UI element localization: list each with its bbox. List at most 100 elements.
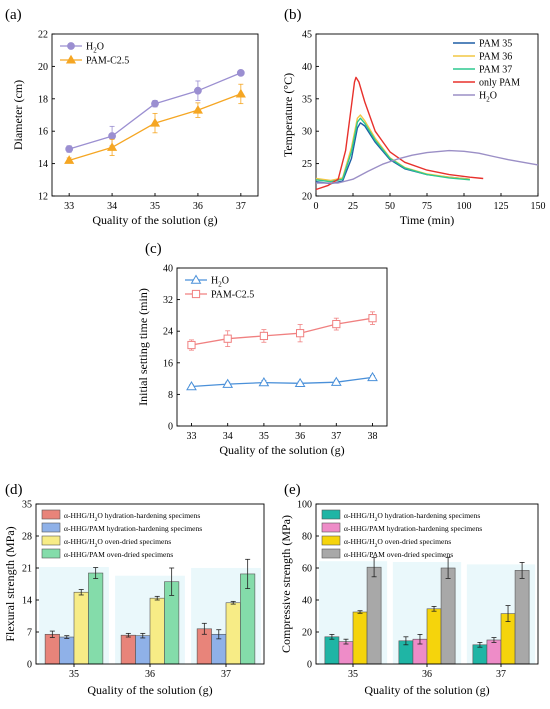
y-tick-label: 32 <box>163 295 173 306</box>
bar <box>324 636 340 665</box>
data-point <box>235 88 246 98</box>
legend-label: PAM-C2.5 <box>86 56 129 67</box>
bar <box>514 570 530 665</box>
y-tick-label: 0 <box>27 660 32 671</box>
x-tick-label: 37 <box>496 669 506 680</box>
legend-swatch <box>41 522 61 533</box>
legend-label: α-HHG/H2O hydration-hardening specimens <box>64 511 200 523</box>
data-point <box>190 274 202 284</box>
y-axis-title: Compressive strength (MPa) <box>279 515 293 653</box>
data-point <box>332 319 341 329</box>
legend-label: H2O <box>86 42 104 55</box>
y-tick-label: 14 <box>38 159 48 170</box>
data-point <box>296 329 305 338</box>
y-tick-label: 16 <box>163 358 173 369</box>
legend-label: α-HHG/PAM hydration-hardening specimens <box>64 524 202 533</box>
data-point <box>151 99 159 108</box>
legend-label: PAM 37 <box>479 65 512 76</box>
series-line <box>315 114 470 182</box>
y-tick-label: 12 <box>38 192 48 203</box>
bar-series-e-3 <box>366 557 530 665</box>
x-tick-label: 33 <box>186 431 196 442</box>
x-tick-label: 50 <box>385 201 395 212</box>
data-point <box>64 155 75 164</box>
x-tick-label: 35 <box>259 431 269 442</box>
data-point <box>67 42 75 50</box>
data-point <box>236 68 245 77</box>
x-tick-label: 36 <box>193 201 203 212</box>
legend-label: PAM-C2.5 <box>211 290 254 301</box>
series-b-2 <box>315 117 470 183</box>
x-tick-label: 36 <box>422 669 432 680</box>
y-tick-label: 100 <box>297 500 312 511</box>
data-point <box>194 86 202 95</box>
x-axis-title: Time (min) <box>400 213 455 227</box>
bar-series-d-0 <box>44 622 212 665</box>
data-point <box>149 117 161 127</box>
x-tick-label: 37 <box>221 669 231 680</box>
y-axis-title: Diameter (cm) <box>11 80 25 150</box>
y-tick-label: 30 <box>302 127 312 138</box>
y-tick-label: 14 <box>22 596 32 607</box>
panel-label-b: (b) <box>284 7 302 23</box>
chart-b: 20 25 30 35 40 45 0 25 50 75 100 125 150 PAM 35 PAM 36… <box>281 30 546 228</box>
y-tick-label: 7 <box>27 628 32 639</box>
x-tick-label: 35 <box>348 669 358 680</box>
data-point <box>258 377 270 387</box>
y-tick-label: 40 <box>302 62 312 73</box>
data-point <box>187 340 196 350</box>
y-tick-label: 40 <box>302 596 312 607</box>
y-tick-label: 22 <box>38 30 48 41</box>
x-axis-title: Quality of the solution (g) <box>364 683 489 697</box>
legend-swatch <box>321 548 341 559</box>
bar <box>44 633 60 665</box>
bar <box>338 641 354 665</box>
series-b-1 <box>315 114 470 182</box>
x-axis-title: Quality of the solution (g) <box>219 443 344 457</box>
y-axis-title: Temperature (°C) <box>281 73 295 157</box>
bar <box>135 635 151 665</box>
legend-label: α-HHG/H2O hydration-hardening specimens <box>344 511 480 523</box>
y-tick-label: 0 <box>307 660 312 671</box>
x-axis-title: Quality of the solution (g) <box>87 683 212 697</box>
data-point <box>186 381 197 391</box>
data-point <box>108 132 116 140</box>
y-tick-label: 20 <box>38 62 48 73</box>
panel-label-d: (d) <box>5 482 23 498</box>
y-axis-title: Flexural strength (MPa) <box>3 526 17 641</box>
x-tick-label: 36 <box>145 669 155 680</box>
legend-label: α-HHG/PAM hydration-hardening specimens <box>344 524 482 533</box>
y-tick-label: 80 <box>302 532 312 543</box>
x-tick-label: 150 <box>531 201 546 212</box>
panel-label-e: (e) <box>284 482 301 498</box>
y-tick-label: 60 <box>302 564 312 575</box>
y-axis-title: Initial setting time (min) <box>136 288 150 406</box>
legend-swatch <box>321 509 341 520</box>
bar <box>426 608 442 665</box>
y-tick-label: 28 <box>22 532 32 543</box>
x-tick-label: 37 <box>331 431 341 442</box>
x-tick-label: 25 <box>348 201 358 212</box>
legend-swatch <box>321 522 341 533</box>
plot-frame <box>176 267 388 427</box>
series-b-4 <box>316 149 539 184</box>
data-point <box>65 145 74 153</box>
legend-label: PAM 36 <box>479 52 512 63</box>
data-point <box>65 54 77 64</box>
x-axis-title: Quality of the solution (g) <box>92 213 217 227</box>
y-tick-label: 35 <box>302 94 312 105</box>
series-c-1 <box>187 311 377 351</box>
chart-d: 0 7 14 21 28 35 35 36 37 α-HHG/H2O hydration-hard… <box>3 500 265 697</box>
panel-label-c: (c) <box>145 241 162 257</box>
y-tick-label: 25 <box>302 159 312 170</box>
x-tick-label: 33 <box>64 201 74 212</box>
y-tick-label: 8 <box>168 390 173 401</box>
x-tick-label: 36 <box>295 431 305 442</box>
bar-series-e-0 <box>324 634 488 665</box>
legend-swatch <box>41 548 61 559</box>
data-point <box>223 334 232 343</box>
y-tick-label: 20 <box>302 628 312 639</box>
bar <box>88 572 104 665</box>
series-c-0 <box>186 371 378 391</box>
